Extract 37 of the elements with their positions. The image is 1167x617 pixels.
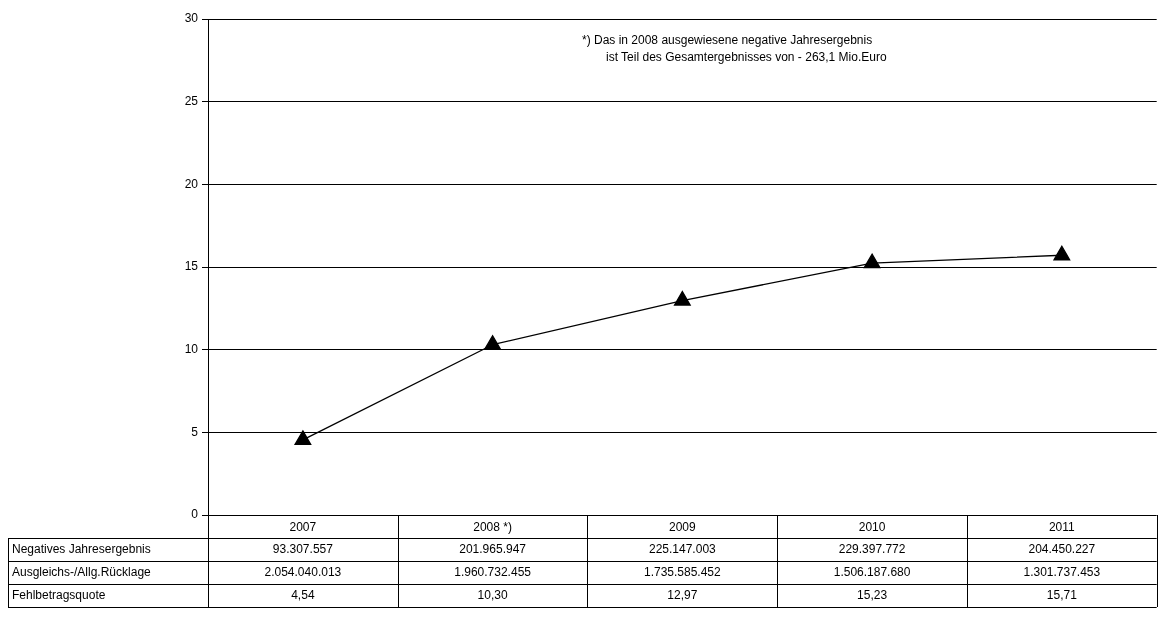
- data-label: 15,23: [857, 587, 888, 602]
- text: 229.397.772: [838, 541, 906, 556]
- data-label: 10,30: [477, 587, 508, 602]
- text: 2.054.040.013: [264, 564, 342, 579]
- text: Fehlbetragsquote: [12, 587, 106, 602]
- data-label: 4,54: [291, 587, 315, 602]
- y-tick-label: 15: [184, 259, 199, 274]
- point: [294, 430, 312, 446]
- point: [484, 335, 502, 350]
- text: 1.301.737.453: [1023, 564, 1101, 579]
- x-tick-label: 2009: [669, 519, 697, 534]
- text: 1.735.585.452: [643, 564, 721, 579]
- x-tick-label: 2007: [289, 519, 317, 534]
- text: 204.450.227: [1028, 541, 1096, 556]
- text: 93.307.557: [272, 541, 333, 556]
- text: Negatives Jahresergebnis: [12, 541, 151, 556]
- y-tick-label: 5: [191, 424, 199, 439]
- data-label: 12,97: [667, 587, 698, 602]
- y-tick-label: 25: [184, 93, 199, 108]
- text: 201.965.947: [459, 541, 526, 556]
- text: 1.506.187.680: [833, 564, 911, 579]
- annotation: *) Das in 2008 ausgewiesene negative Jahresergebnis: [582, 33, 873, 47]
- y-tick-label: 20: [184, 176, 199, 191]
- point: [673, 290, 691, 306]
- y-tick-label: 30: [184, 11, 199, 26]
- text: 225.147.003: [648, 541, 716, 556]
- x-tick-label: 2011: [1048, 519, 1076, 534]
- annotation: ist Teil des Gesamtergebnisses von - 263,1 Mio.Euro: [606, 50, 887, 64]
- x-tick-label: 2008 *): [473, 519, 512, 534]
- x-tick-label: 2010: [858, 519, 886, 534]
- y-tick-label: 10: [184, 341, 199, 356]
- point: [863, 253, 881, 269]
- y-tick-label: 0: [191, 507, 199, 522]
- point: [1053, 245, 1071, 261]
- text: 1.960.732.455: [454, 564, 531, 579]
- text: Ausgleichs-/Allg.Rücklage: [12, 564, 152, 579]
- data-label: 15,71: [1046, 587, 1078, 602]
